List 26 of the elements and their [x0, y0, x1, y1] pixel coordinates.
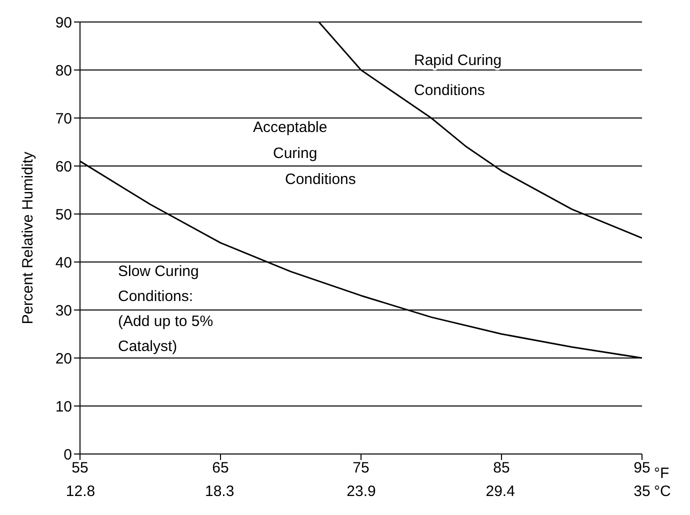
- x2-tick-label: 18.3: [205, 483, 234, 500]
- x-axis-title: °F: [654, 465, 670, 482]
- y-tick-label: 50: [55, 206, 72, 224]
- y-tick-label: 70: [55, 110, 72, 128]
- x-tick-label: 95: [634, 460, 650, 477]
- y-tick-label: 20: [55, 350, 72, 368]
- x-tick-label: 65: [212, 460, 229, 477]
- annotation: Slow Curing Conditions: (Add up to 5% Catalyst): [118, 263, 214, 355]
- y-tick-label: 30: [55, 302, 72, 320]
- x2-tick-label: 29.4: [486, 483, 515, 500]
- annotation: Rapid Curing Conditions: [414, 52, 502, 99]
- y-tick-label: 40: [55, 254, 72, 272]
- y-tick-label: 10: [55, 398, 72, 416]
- annotation: Acceptable Curing Conditions: [253, 119, 356, 188]
- x2-tick-label: 12.8: [66, 483, 96, 500]
- x-tick-label: 75: [352, 460, 370, 477]
- y-tick-label: 60: [55, 158, 72, 176]
- y-tick-label: 90: [55, 14, 72, 32]
- y-tick-label: 0: [64, 446, 72, 464]
- x2-tick-label: 35: [634, 483, 650, 500]
- y-axis-title: Percent Relative Humidity: [19, 151, 36, 324]
- x2-axis-title: °C: [654, 483, 671, 500]
- y-tick-label: 80: [55, 62, 72, 80]
- x2-tick-label: 23.9: [346, 483, 376, 500]
- x-tick-label: 85: [493, 460, 510, 477]
- x-tick-label: 55: [72, 460, 88, 477]
